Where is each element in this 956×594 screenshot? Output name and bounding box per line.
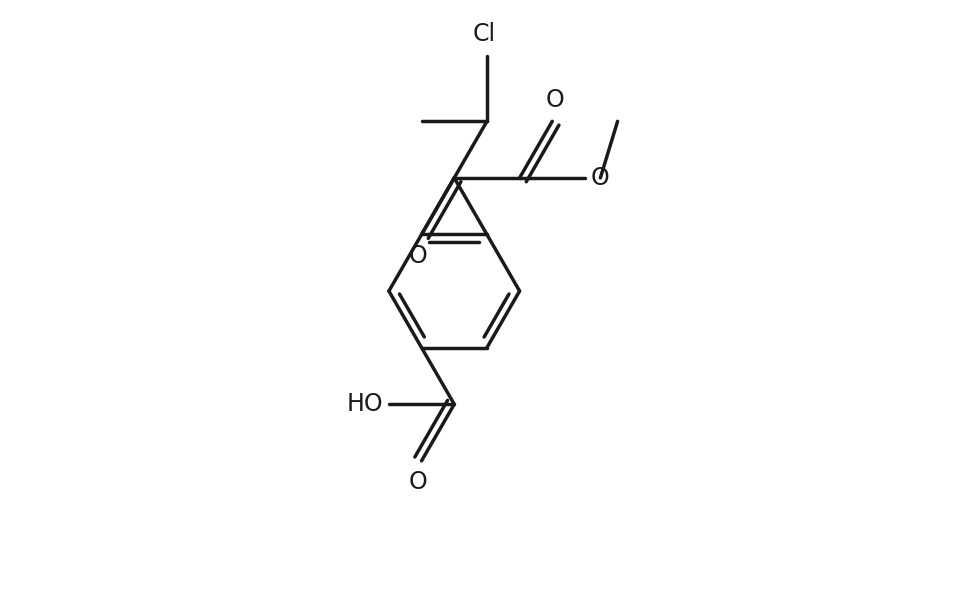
Text: HO: HO (346, 392, 383, 416)
Text: O: O (545, 88, 564, 112)
Text: O: O (408, 470, 427, 494)
Text: O: O (591, 166, 610, 190)
Text: Cl: Cl (473, 23, 496, 46)
Text: O: O (408, 244, 427, 268)
